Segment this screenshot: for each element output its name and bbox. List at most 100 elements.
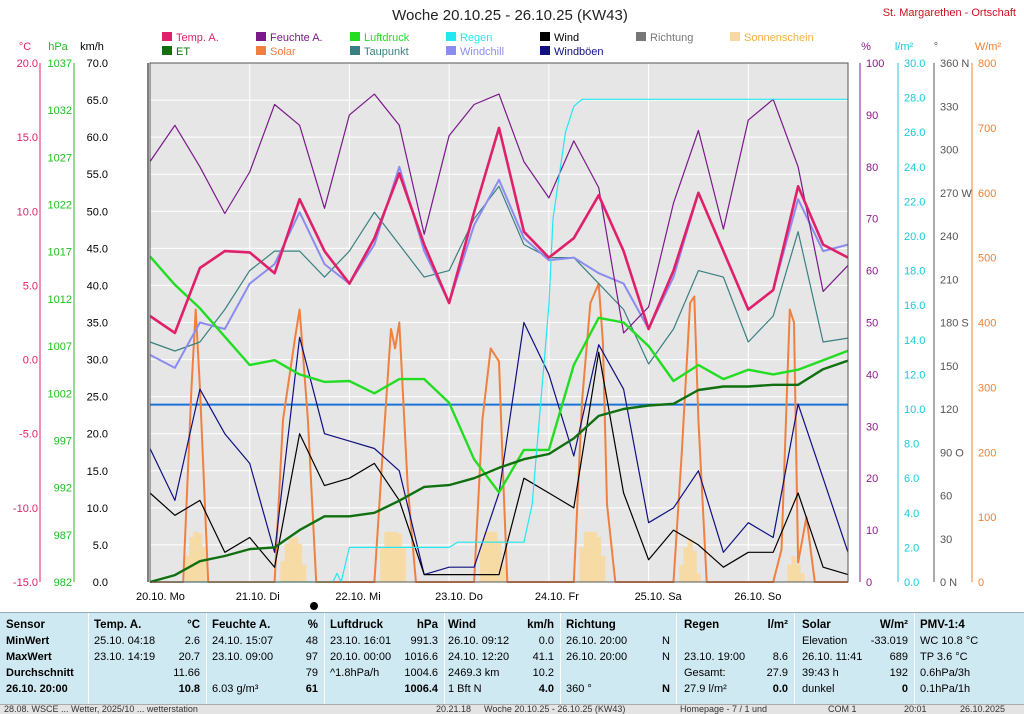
x-tick-label: 22.10. Mi [335, 591, 380, 603]
pressure-avg-value: 1004.6 [404, 667, 438, 679]
sunshine-bar [284, 543, 290, 582]
press-tick-label: 1007 [48, 341, 72, 353]
press-tick-label: 982 [54, 577, 72, 589]
wind-tick-label: 45.0 [87, 243, 108, 255]
solar-tick-label: 400 [978, 318, 996, 330]
direction-min-row: 26.10. 20:00 N [566, 633, 674, 649]
hum-tick-label: 100 [866, 58, 884, 70]
legend-label: Richtung [650, 32, 693, 44]
wind-max-row: 24.10. 12:20 41.1 [448, 649, 558, 665]
legend-swatch [446, 46, 456, 55]
dir-axis-unit: ° [934, 41, 938, 53]
direction-header: Richtung [566, 619, 616, 631]
humidity-title: Feuchte A. [212, 619, 271, 631]
row-label-min: MinWert [6, 635, 50, 647]
temp-tick-label: -15.0 [13, 577, 38, 589]
sunshine-bar [479, 543, 485, 582]
humidity-max-value: 97 [305, 651, 318, 663]
temp-title: Temp. A. [94, 619, 142, 631]
solar-max-time: 26.10. 11:41 [802, 651, 863, 663]
sunshine-bar [799, 573, 805, 582]
dir-tick-label: 0 N [940, 577, 957, 589]
rain-header: Regen l/m² [684, 617, 792, 633]
status-bar: 28.08. WSCE ... Wetter, 2025/10 ... wett… [0, 704, 1024, 714]
pmv-header: PMV-1:4 [920, 619, 965, 631]
wind-header: Wind km/h [448, 617, 558, 633]
sunshine-bar [388, 531, 394, 582]
direction-min-time: 26.10. 20:00 [566, 635, 628, 647]
wind-tick-label: 65.0 [87, 95, 108, 107]
temp-tick-label: 20.0 [17, 58, 38, 70]
humidity-max-time: 23.10. 09:00 [212, 651, 274, 663]
sunshine-bar [396, 533, 402, 582]
rain-tick-label: 2.0 [904, 542, 919, 554]
rain-tick-label: 28.0 [904, 93, 925, 105]
press-axis-unit: hPa [48, 41, 68, 53]
solar-tick-label: 800 [978, 58, 996, 70]
weather-week-chart: Woche 20.10.25 - 26.10.25 (KW43) St. Mar… [13, 7, 1016, 610]
x-tick-label: 25.10. Sa [635, 591, 683, 603]
wind-tick-label: 50.0 [87, 206, 108, 218]
sunshine-bar [484, 531, 490, 582]
press-tick-label: 987 [54, 530, 72, 542]
dir-tick-label: 90 O [940, 447, 964, 459]
wind-beaufort: 1 Bft N [448, 683, 482, 695]
sunshine-bar [292, 537, 298, 582]
wind-current-value: 4.0 [538, 683, 554, 695]
sensor-column: Sensor MinWert MaxWert Durchschnitt 26.1… [6, 617, 86, 703]
press-tick-label: 1037 [48, 58, 72, 70]
legend-swatch [730, 32, 740, 41]
series-temp-a- [149, 126, 849, 335]
wind-column: Wind km/h 26.10. 09:12 0.0 24.10. 12:20 41.… [448, 617, 558, 703]
chart-area: Woche 20.10.25 - 26.10.25 (KW43) St. Mar… [12, 7, 1016, 610]
time-cursor-marker[interactable] [310, 602, 318, 610]
temp-tick-label: -10.0 [13, 503, 38, 515]
rain-unit: l/m² [767, 619, 788, 631]
solar-max-row: 26.10. 11:41 689 [802, 649, 912, 665]
x-tick-label: 21.10. Di [236, 591, 280, 603]
temp-avg-value: 11.66 [173, 667, 200, 679]
humidity-min-time: 24.10. 15:07 [212, 635, 274, 647]
sunshine-bar [288, 538, 294, 582]
solar-tick-label: 600 [978, 188, 996, 200]
wind-avg-row: 2469.3 km 10.2 [448, 665, 558, 681]
rain-min-row [684, 633, 792, 649]
series-luftdruck [149, 255, 849, 494]
series-et [149, 359, 849, 584]
solar-header: Solar W/m² [802, 617, 912, 633]
dir-tick-label: 180 S [940, 318, 969, 330]
sunshine-bar [596, 537, 602, 582]
status-time: 20.21.18 [436, 704, 472, 714]
legend-label: Feuchte A. [270, 32, 323, 44]
wind-tick-label: 15.0 [87, 466, 108, 478]
series-taupunkt [149, 185, 849, 365]
pressure-min-value: 991.3 [410, 635, 438, 647]
pressure-max-time: 20.10. 00:00 [330, 651, 392, 663]
left-axes: °C 20.0 15.0 10.0 5.0 0.0 -5.0 -10.0 -15.0 hPa 103… [13, 41, 149, 589]
rain-tick-label: 16.0 [904, 300, 925, 312]
sunshine-bar [492, 531, 498, 582]
solar-tick-label: 200 [978, 447, 996, 459]
wind-unit: km/h [527, 619, 554, 631]
pressure-avg-row: ^1.8hPa/h 1004.6 [330, 665, 442, 681]
status-date: 26.10.2025 [960, 704, 1006, 714]
press-tick-label: 1022 [48, 200, 72, 212]
hum-axis-unit: % [861, 41, 871, 53]
pressure-header: Luftdruck hPa [330, 617, 442, 633]
rain-tick-label: 6.0 [904, 473, 919, 485]
rain-tick-label: 18.0 [904, 266, 925, 278]
humidity-avg-value: 79 [305, 667, 318, 679]
sunshine-bar [579, 547, 585, 582]
legend-swatch [350, 46, 360, 55]
legend-label: ET [176, 46, 190, 58]
dir-tick-label: 300 [940, 145, 958, 157]
x-tick-label: 23.10. Do [435, 591, 483, 603]
wind-min-value: 0.0 [538, 635, 554, 647]
legend-label: Windchill [460, 46, 504, 58]
status-port: COM 1 [828, 704, 857, 714]
rain-total-label: Gesamt: [684, 667, 726, 679]
sunshine-bar [488, 531, 494, 582]
rain-tick-label: 0.0 [904, 577, 919, 589]
wind-tick-label: 60.0 [87, 132, 108, 144]
x-tick-label: 26.10. So [734, 591, 781, 603]
